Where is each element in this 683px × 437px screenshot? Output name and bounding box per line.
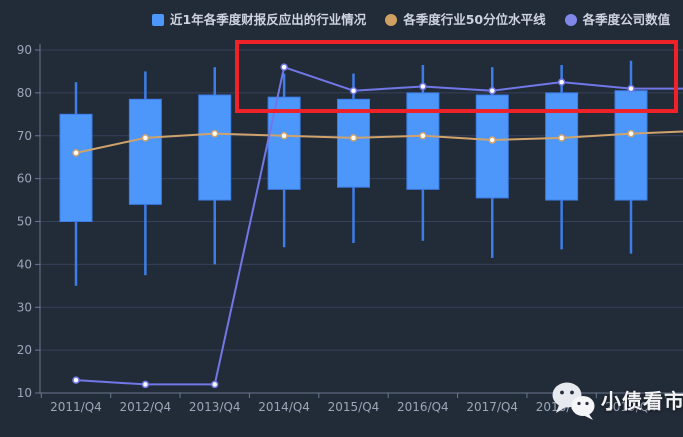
legend-item-median-line[interactable]: 各季度行业50分位水平线 (385, 12, 546, 27)
company-data-point[interactable] (72, 376, 80, 384)
median-data-point[interactable] (72, 149, 80, 157)
median-data-point[interactable] (488, 136, 496, 144)
candle-body (128, 98, 162, 205)
watermark: 小债看市 (548, 381, 683, 421)
candle-body (59, 113, 93, 222)
median-data-point[interactable] (211, 129, 219, 138)
company-data-point[interactable] (141, 380, 150, 389)
candle-body (198, 94, 232, 201)
candle[interactable] (614, 60, 648, 254)
candle-body (337, 98, 370, 188)
candle-body (406, 92, 440, 190)
median-line-swatch-icon (385, 14, 398, 27)
median-data-point[interactable] (141, 134, 150, 142)
company-data-point[interactable] (211, 380, 219, 389)
median-data-point[interactable] (419, 132, 427, 140)
x-axis-label: 2019/Q4 (605, 400, 657, 414)
x-axis-label: 2014/Q4 (258, 400, 310, 414)
chart-legend: 近1年各季度财报反应出的行业情况 各季度行业50分位水平线 各季度公司数值 (152, 12, 671, 27)
median-line-series (72, 129, 683, 157)
legend-label: 各季度行业50分位水平线 (403, 12, 546, 27)
candle[interactable] (128, 71, 162, 276)
y-axis-label: 70 (17, 129, 32, 143)
grid-lines (35, 44, 683, 398)
median-data-point[interactable] (627, 129, 635, 138)
company-data-point[interactable] (557, 78, 566, 86)
watermark-text: 小债看市 (601, 389, 683, 413)
x-axis-label: 2017/Q4 (466, 400, 518, 414)
x-axis-label: 2011/Q4 (50, 400, 102, 414)
candle-body (475, 94, 509, 199)
candlestick-series (59, 60, 648, 286)
x-axis-label: 2015/Q4 (328, 400, 380, 414)
candle[interactable] (406, 65, 440, 241)
y-axis-label: 90 (17, 43, 32, 57)
company-data-point[interactable] (349, 86, 358, 95)
y-axis-label: 60 (17, 172, 32, 186)
company-values-swatch-icon (564, 14, 577, 27)
axis-labels: 10 20 30 40 50 60 70 80 90 2011/Q4 2012/Q4 2013/Q4 2… (17, 43, 657, 414)
candle-body (545, 92, 579, 201)
legend-item-candlestick[interactable]: 近1年各季度财报反应出的行业情况 (152, 12, 367, 27)
legend-item-company-values[interactable]: 各季度公司数值 (564, 12, 671, 27)
company-line-series-path (75, 66, 683, 386)
median-data-point[interactable] (557, 134, 566, 142)
y-axis-label: 40 (17, 257, 32, 271)
candle[interactable] (475, 67, 509, 258)
candle[interactable] (198, 67, 232, 265)
company-data-point[interactable] (627, 84, 635, 93)
candlestick-swatch-icon (152, 14, 164, 27)
x-axis-label: 2012/Q4 (120, 400, 172, 414)
candle[interactable] (337, 73, 370, 243)
wechat-icon (552, 382, 595, 420)
y-axis-label: 20 (17, 343, 32, 357)
median-data-point[interactable] (280, 132, 288, 140)
company-line-series (72, 63, 683, 389)
candle[interactable] (59, 82, 93, 286)
y-axis-label: 10 (17, 386, 32, 400)
y-axis-label: 50 (17, 215, 32, 229)
median-data-point[interactable] (349, 134, 358, 142)
x-axis-label: 2013/Q4 (189, 400, 241, 414)
y-axis-label: 30 (17, 300, 32, 314)
candle-body (614, 90, 648, 201)
median-line-series-path (75, 130, 683, 154)
candle-body (267, 96, 301, 190)
x-axis-label: 2016/Q4 (397, 400, 449, 414)
legend-label: 各季度公司数值 (582, 12, 671, 27)
legend-label: 近1年各季度财报反应出的行业情况 (170, 12, 367, 27)
company-data-point[interactable] (280, 63, 288, 71)
company-data-point[interactable] (488, 86, 496, 95)
y-axis-label: 80 (17, 86, 32, 100)
company-data-point[interactable] (419, 82, 427, 91)
